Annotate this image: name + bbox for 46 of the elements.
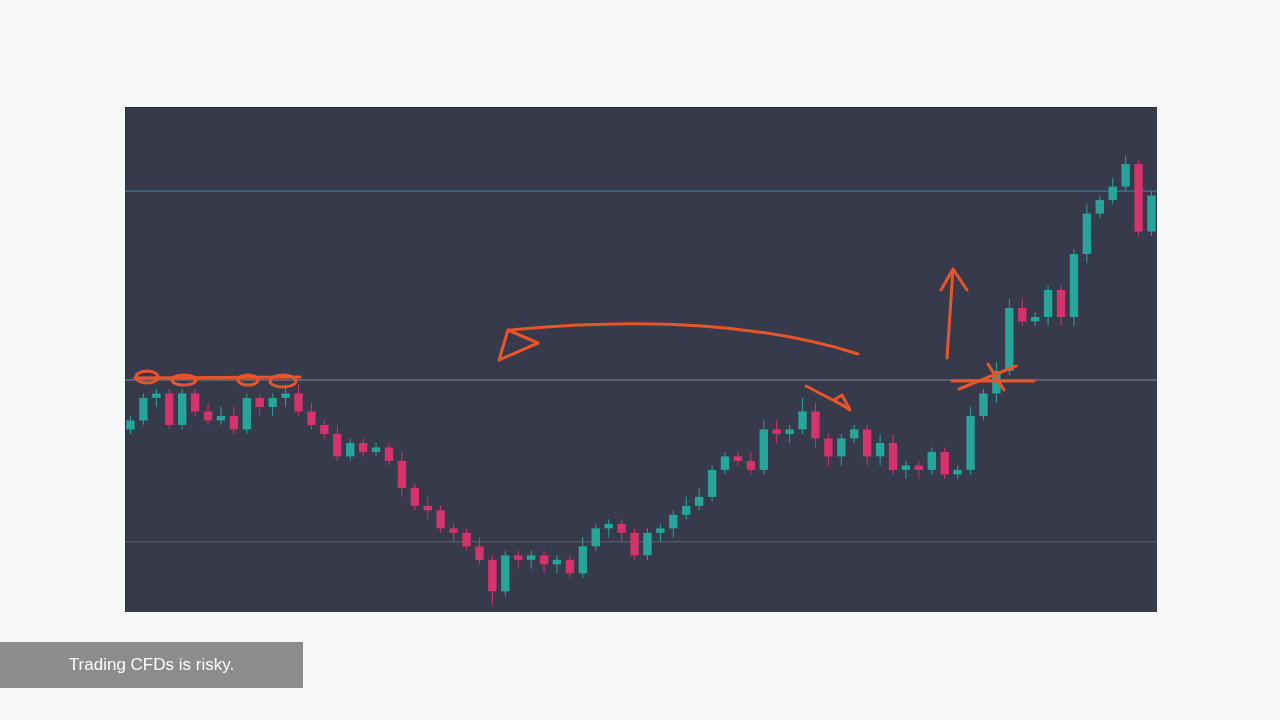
candlestick (281, 383, 290, 408)
candlestick (190, 388, 200, 417)
candlestick (617, 518, 626, 543)
candlestick (643, 527, 652, 561)
candlestick (746, 451, 756, 475)
candlestick (346, 437, 355, 462)
candlestick (1018, 298, 1027, 327)
candlestick (669, 509, 678, 538)
candlestick (824, 433, 833, 466)
candlestick (436, 505, 445, 534)
candlestick (203, 401, 213, 426)
candlestick (333, 424, 342, 462)
candlestick (255, 392, 264, 417)
candlestick (1095, 195, 1105, 219)
candlestick (539, 550, 549, 574)
candlestick (927, 446, 936, 475)
candlestick (229, 406, 239, 435)
candlestick (720, 451, 730, 475)
candlestick (307, 401, 316, 430)
candlestick (837, 433, 846, 466)
candlestick (798, 397, 807, 435)
candlestick (875, 433, 885, 466)
candlestick (682, 496, 691, 520)
candlestick (630, 527, 639, 561)
candlestick (565, 554, 575, 579)
candlestick (733, 451, 743, 466)
candlestick (371, 442, 381, 457)
candlestick (591, 523, 600, 552)
candlestick (1121, 154, 1130, 192)
candlestick (268, 392, 277, 417)
candlestick (940, 446, 949, 480)
text: Trading CFDs is risky. (0, 642, 303, 688)
candlestick (526, 550, 536, 570)
candlestick (914, 460, 924, 480)
candlestick (772, 419, 781, 444)
candlestick (694, 487, 704, 511)
candlestick (475, 536, 484, 565)
candlestick (139, 392, 148, 426)
candlestick (358, 437, 368, 457)
candlestick (979, 388, 988, 421)
candlestick (462, 527, 471, 552)
candlestick (901, 460, 911, 480)
candlestick (294, 383, 303, 417)
candlestick (410, 482, 420, 511)
candlestick (1108, 177, 1117, 206)
candlestick (384, 442, 394, 466)
